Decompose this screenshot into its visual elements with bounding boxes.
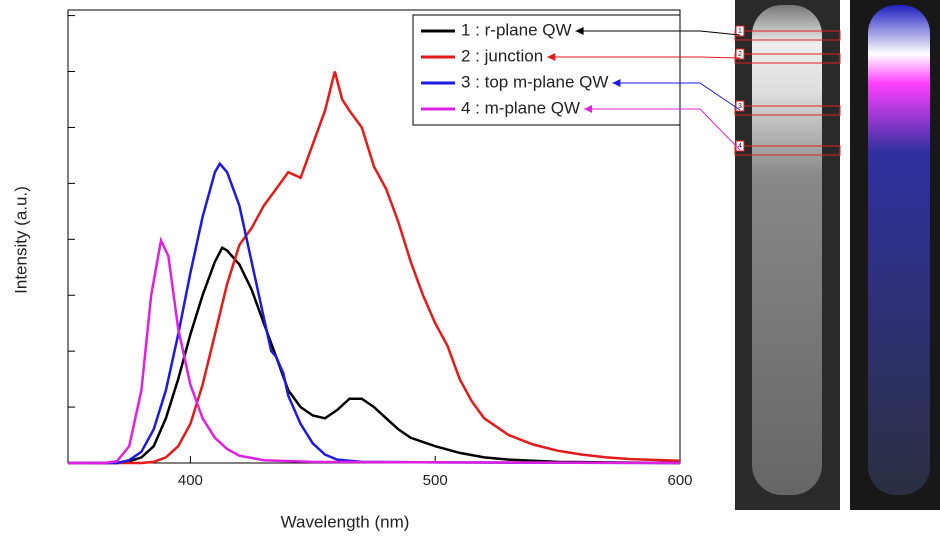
legend-label: 1 : r-plane QW bbox=[461, 20, 572, 39]
pointer-arrow bbox=[547, 56, 741, 59]
marker-band bbox=[734, 105, 841, 116]
marker-band bbox=[734, 30, 841, 41]
x-axis-title: Wavelength (nm) bbox=[281, 512, 410, 531]
pointer-arrow bbox=[575, 30, 741, 36]
pointer-arrow bbox=[584, 108, 741, 151]
marker-box bbox=[735, 48, 745, 60]
marker-box bbox=[735, 100, 745, 112]
arrow-head bbox=[547, 53, 556, 61]
image-markers: 1 2 3 4 bbox=[734, 25, 841, 156]
arrow-head bbox=[612, 79, 621, 87]
marker-band bbox=[734, 53, 841, 64]
arrow-head bbox=[584, 105, 593, 113]
marker-box bbox=[735, 25, 745, 37]
nanowire-image bbox=[752, 5, 822, 495]
x-tick-label: 600 bbox=[667, 472, 692, 489]
series-line bbox=[92, 245, 681, 465]
marker-band bbox=[734, 145, 841, 156]
marker-label: 2 bbox=[738, 51, 742, 58]
x-tick-label: 400 bbox=[178, 472, 203, 489]
series-line bbox=[68, 71, 681, 465]
y-axis-title: Intensity (a.u.) bbox=[11, 186, 30, 294]
arrow-head bbox=[575, 27, 584, 35]
pointer-arrow bbox=[612, 82, 741, 111]
legend-label: 2 : junction bbox=[461, 46, 543, 65]
legend-box bbox=[412, 14, 681, 126]
series-line bbox=[68, 236, 681, 465]
nanowire-image bbox=[868, 5, 930, 495]
x-tick-label: 500 bbox=[423, 472, 448, 489]
marker-label: 1 bbox=[738, 28, 742, 35]
marker-label: 3 bbox=[738, 103, 742, 110]
series-line bbox=[68, 161, 681, 465]
marker-label: 4 bbox=[738, 143, 742, 150]
legend-label: 4 : m-plane QW bbox=[461, 98, 580, 117]
legend-label: 3 : top m-plane QW bbox=[461, 72, 608, 91]
